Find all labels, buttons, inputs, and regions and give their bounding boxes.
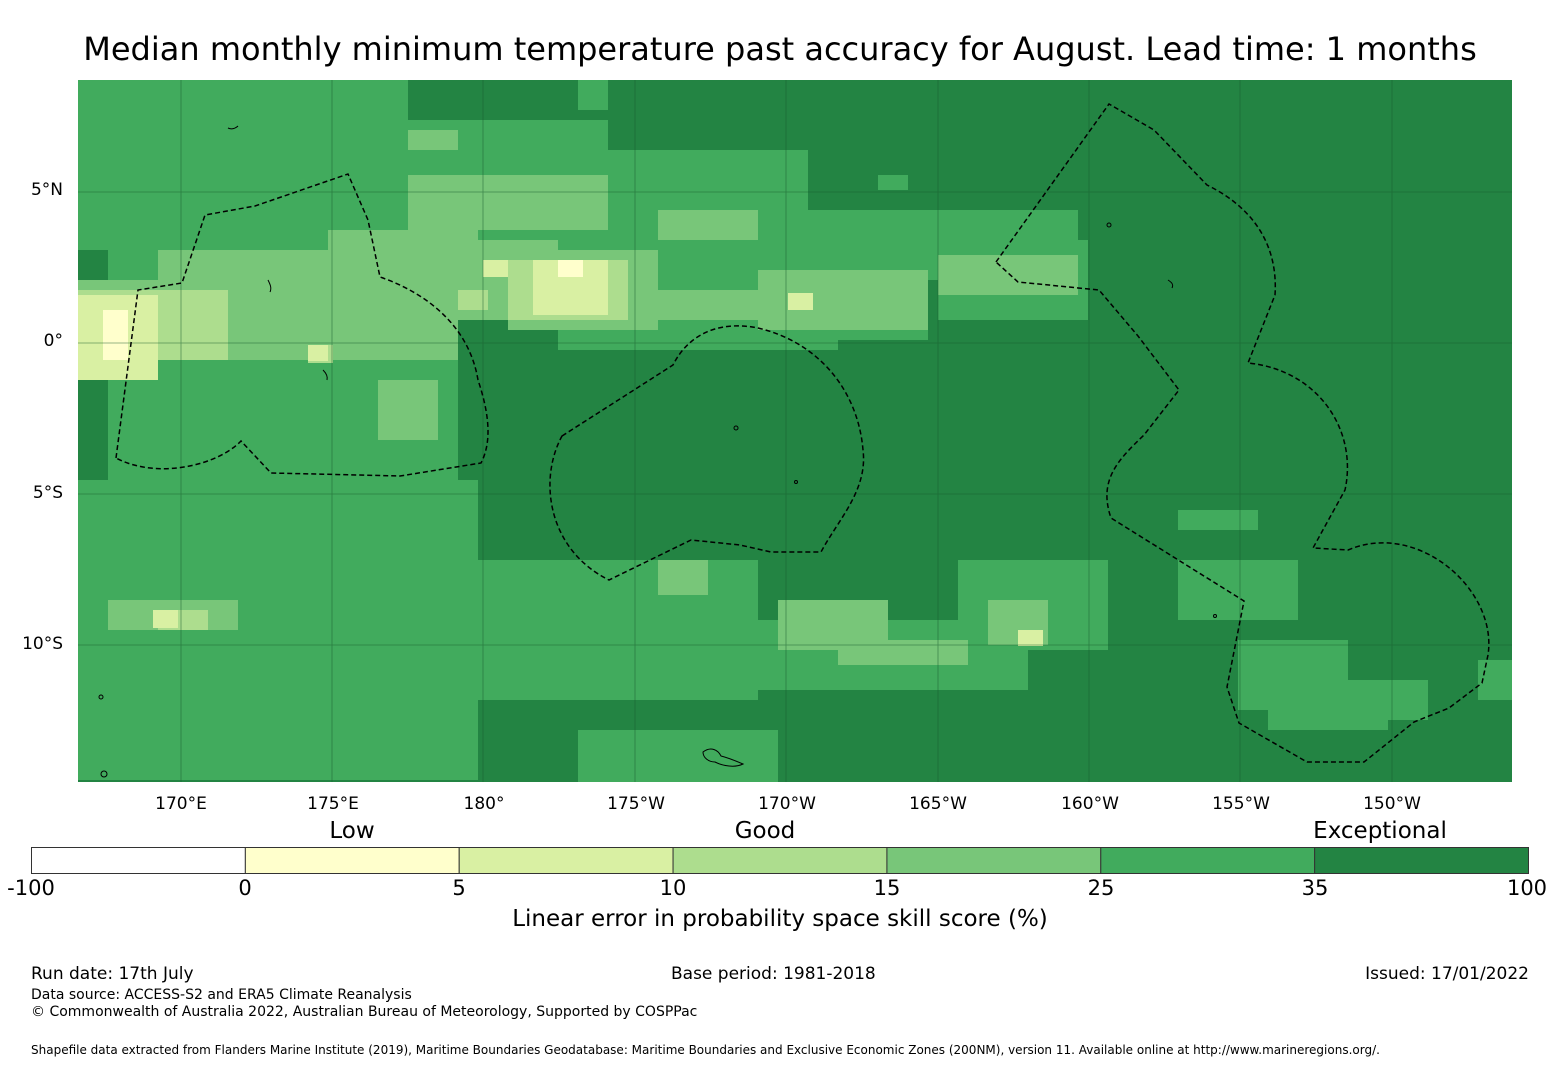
copyright: © Commonwealth of Australia 2022, Austra… <box>31 1004 698 1020</box>
lat-label-10s: 10°S <box>22 634 63 654</box>
category-good: Good <box>734 818 796 844</box>
colorbar-tick: 100 <box>1506 876 1548 900</box>
lat-label-5s: 5°S <box>32 483 63 503</box>
colorbar-segment <box>1314 847 1530 874</box>
islands <box>98 125 1217 778</box>
issued-date: Issued: 17/01/2022 <box>1365 964 1529 984</box>
colorbar-tick: 10 <box>659 876 687 900</box>
colorbar-segment <box>672 847 888 874</box>
lon-label-160w: 160°W <box>1061 794 1119 814</box>
skill-patches-0-5 <box>103 260 583 360</box>
skill-map <box>78 80 1512 782</box>
lat-label-5n: 5°N <box>30 180 63 200</box>
base-period: Base period: 1981-2018 <box>671 964 876 984</box>
colorbar-tick: 25 <box>1087 876 1115 900</box>
data-source: Data source: ACCESS-S2 and ERA5 Climate … <box>31 987 412 1003</box>
category-exceptional: Exceptional <box>1313 818 1447 844</box>
lon-label-170w: 170°W <box>758 794 816 814</box>
colorbar-tick: 0 <box>238 876 252 900</box>
lon-label-150w: 150°W <box>1363 794 1421 814</box>
lon-label-165w: 165°W <box>909 794 967 814</box>
category-low: Low <box>329 818 375 844</box>
colorbar-label: Linear error in probability space skill … <box>512 906 1048 932</box>
lon-label-155w: 155°W <box>1212 794 1270 814</box>
colorbar <box>31 847 1530 874</box>
lon-label-175e: 175°E <box>307 794 359 814</box>
colorbar-tick: 5 <box>452 876 466 900</box>
map-title: Median monthly minimum temperature past … <box>83 30 1477 68</box>
colorbar-segment <box>1100 847 1316 874</box>
colorbar-tick: -100 <box>7 876 55 900</box>
lat-label-0: 0° <box>43 331 63 351</box>
colorbar-tick: 15 <box>873 876 901 900</box>
lon-label-175w: 175°W <box>607 794 665 814</box>
colorbar-segment <box>886 847 1102 874</box>
eez-boundaries <box>115 103 1490 763</box>
lon-label-180: 180° <box>463 794 505 814</box>
colorbar-segment <box>31 847 246 874</box>
colorbar-tick: 35 <box>1301 876 1329 900</box>
run-date: Run date: 17th July <box>31 964 194 984</box>
skill-patches-5-10 <box>78 260 1043 646</box>
shapefile-credit: Shapefile data extracted from Flanders M… <box>31 1043 1380 1057</box>
lon-label-170e: 170°E <box>155 794 207 814</box>
colorbar-segment <box>244 847 460 874</box>
colorbar-segment <box>458 847 674 874</box>
